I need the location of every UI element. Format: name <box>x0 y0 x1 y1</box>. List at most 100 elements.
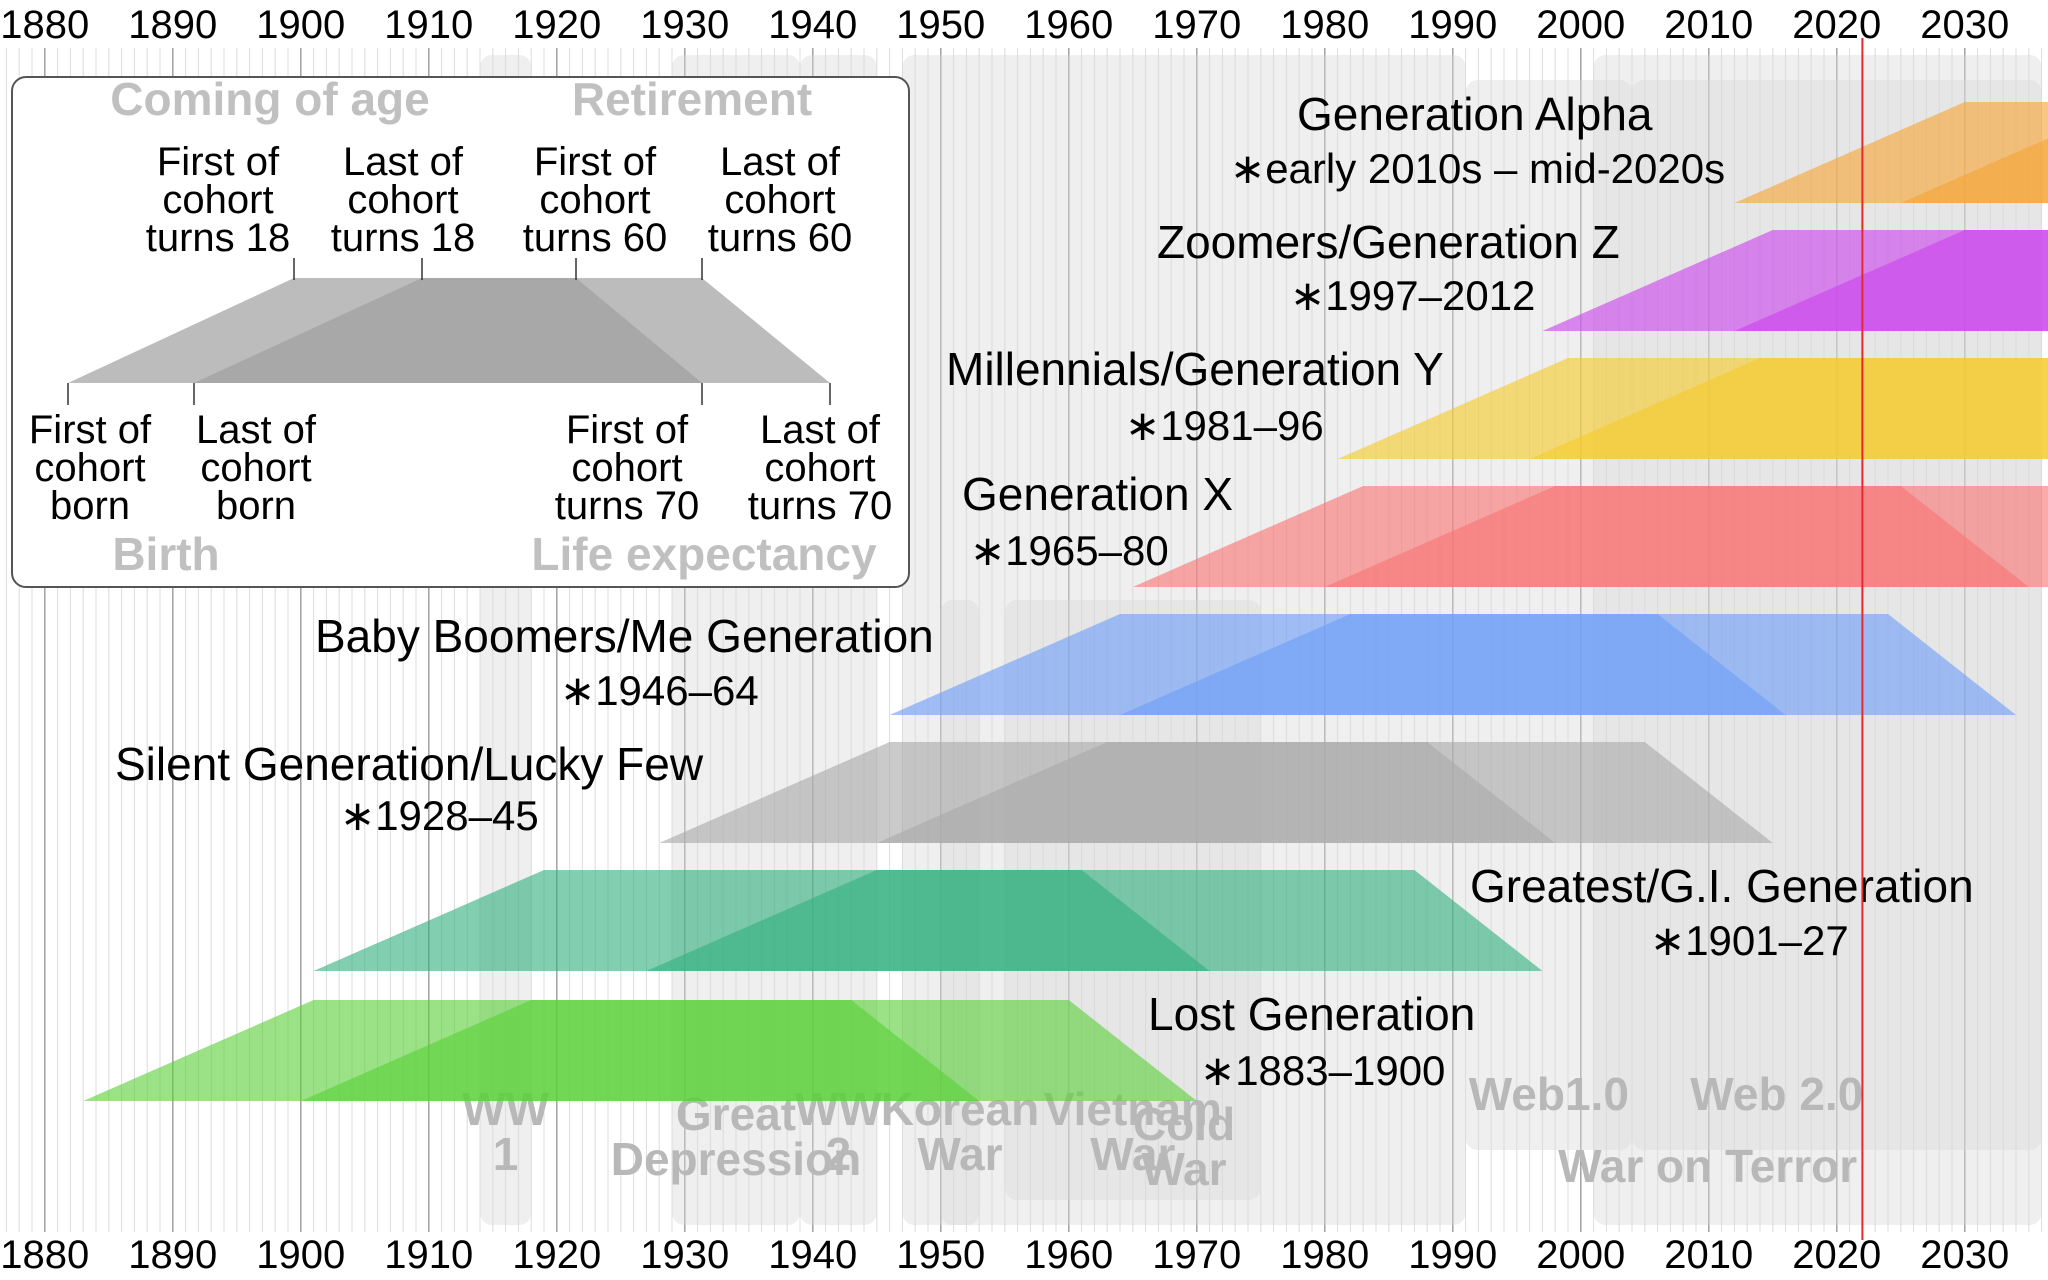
year-tick-label: 1940 <box>768 1233 857 1277</box>
generation-name-label: Generation X <box>962 468 1233 520</box>
cohort-last-born-shape <box>876 742 1773 843</box>
legend-bottom-label: turns 70 <box>555 484 700 528</box>
legend-bottom-label: cohort <box>571 446 682 490</box>
year-tick-label: 2020 <box>1792 1233 1881 1277</box>
year-tick-label: 1880 <box>0 3 89 47</box>
year-tick-label: 1890 <box>128 3 217 47</box>
generation-zoomers-generation-z: Zoomers/Generation Z∗1997–2012 <box>1157 216 2048 331</box>
generation-lost-generation: Lost Generation ∗1883–1900 <box>83 988 1475 1101</box>
legend-bottom-label: First of <box>29 408 152 452</box>
year-tick-label: 1950 <box>896 3 985 47</box>
event-war-on-terror-label: War on Terror <box>1558 1140 1857 1192</box>
generation-name-label: Lost Generation <box>1148 988 1475 1040</box>
year-tick-label: 1990 <box>1408 1233 1497 1277</box>
legend-top-label: First of <box>534 140 657 184</box>
year-tick-label: 2020 <box>1792 3 1881 47</box>
generation-dates-label: ∗1965–80 <box>970 527 1169 574</box>
legend-top-label: turns 18 <box>331 216 476 260</box>
generation-name-label: Silent Generation/Lucky Few <box>115 738 704 790</box>
legend-top-label: Last of <box>720 140 841 184</box>
generation-name-label: Baby Boomers/Me Generation <box>315 610 934 662</box>
legend-top-label: turns 60 <box>523 216 668 260</box>
legend-bottom-label: Last of <box>196 408 317 452</box>
legend-heading-birth: Birth <box>112 528 219 580</box>
generation-dates-label: ∗1997–2012 <box>1290 272 1535 319</box>
generation-silent-generation-lucky-few: Silent Generation/Lucky Few∗1928–45 <box>115 738 1773 843</box>
legend-heading-coming-of-age: Coming of age <box>110 73 429 125</box>
year-tick-label: 1960 <box>1024 1233 1113 1277</box>
year-tick-label: 1880 <box>0 1233 89 1277</box>
generation-greatest-g-i-generation: Greatest/G.I. Generation ∗1901–27 <box>313 860 1974 971</box>
year-tick-label: 2000 <box>1536 1233 1625 1277</box>
year-tick-label: 2000 <box>1536 3 1625 47</box>
generation-name-label: Greatest/G.I. Generation <box>1470 860 1974 912</box>
event-web-2-0-label: Web 2.0 <box>1690 1068 1863 1120</box>
cohort-last-born-shape <box>1120 614 2016 715</box>
legend-top-label: cohort <box>539 178 650 222</box>
event-korean-war-label: War <box>917 1128 1002 1180</box>
cohort-last-born-shape <box>1734 230 2048 331</box>
legend-bottom-label: born <box>216 484 296 528</box>
year-tick-label: 1980 <box>1280 3 1369 47</box>
legend-top-label: cohort <box>162 178 273 222</box>
year-tick-label: 2010 <box>1664 3 1753 47</box>
legend-box: Coming of age Retirement Birth Life expecta… <box>11 73 910 588</box>
legend-top-label: turns 60 <box>708 216 853 260</box>
legend-top-label: Last of <box>343 140 464 184</box>
year-tick-label: 1920 <box>512 3 601 47</box>
event-ww-2-label: 2 <box>826 1128 852 1180</box>
year-tick-label: 2010 <box>1664 1233 1753 1277</box>
top-year-axis: 1880 1890 1900 1910 1920 1930 1940 1950 1960 1970… <box>0 3 2009 47</box>
year-tick-label: 1890 <box>128 1233 217 1277</box>
legend-bottom-label: First of <box>566 408 689 452</box>
legend-bottom-label: turns 70 <box>748 484 893 528</box>
cohort-last-born-shape <box>300 1000 1197 1101</box>
legend-bottom-label: cohort <box>34 446 145 490</box>
event-cold-war-label: Cold <box>1133 1098 1235 1150</box>
legend-top-label: turns 18 <box>146 216 291 260</box>
legend-bottom-label: Last of <box>760 408 881 452</box>
cohort-last-born-shape <box>1324 486 2048 587</box>
year-tick-label: 1920 <box>512 1233 601 1277</box>
generation-millennials-generation-y: Millennials/Generation Y ∗1981–96 <box>946 343 2048 459</box>
generation-generation-alpha: Generation Alpha ∗early 2010s – mid-2020s <box>1230 88 2048 203</box>
generation-baby-boomers-me-generation: Baby Boomers/Me Generation ∗1946–64 <box>315 610 2016 715</box>
year-tick-label: 1950 <box>896 1233 985 1277</box>
cohort-last-born-shape <box>1529 358 2048 459</box>
generation-dates-label: ∗1901–27 <box>1650 917 1849 964</box>
generation-name-label: Generation Alpha <box>1297 88 1653 140</box>
year-tick-label: 1970 <box>1152 1233 1241 1277</box>
year-tick-label: 1940 <box>768 3 857 47</box>
event-ww-1-label: 1 <box>493 1128 519 1180</box>
legend-top-label: First of <box>157 140 280 184</box>
event-vietnam-war-label: War <box>1090 1128 1175 1180</box>
year-tick-label: 1930 <box>640 1233 729 1277</box>
year-tick-label: 1990 <box>1408 3 1497 47</box>
generation-bands: Lost Generation ∗1883–1900 Greatest/G.I. G… <box>83 88 2048 1101</box>
event-great-depression-label: Depression <box>611 1133 862 1185</box>
generation-dates-label: ∗1883–1900 <box>1200 1047 1445 1094</box>
cohort-last-born-shape <box>1900 138 2048 203</box>
legend-heading-life-expectancy: Life expectancy <box>531 528 877 580</box>
generation-dates-label: ∗1946–64 <box>560 667 759 714</box>
legend-bottom-label: cohort <box>200 446 311 490</box>
year-tick-label: 1900 <box>256 1233 345 1277</box>
generation-name-label: Zoomers/Generation Z <box>1157 216 1620 268</box>
legend-overlap-shape <box>194 278 702 383</box>
year-tick-label: 1960 <box>1024 3 1113 47</box>
legend-top-label: cohort <box>347 178 458 222</box>
year-tick-label: 1980 <box>1280 1233 1369 1277</box>
event-web-1-0-label: Web1.0 <box>1469 1068 1629 1120</box>
legend-bottom-label: born <box>50 484 130 528</box>
bottom-year-axis: 1880 1890 1900 1910 1920 1930 1940 1950 1960 1970… <box>0 1233 2009 1277</box>
year-tick-label: 2030 <box>1920 1233 2009 1277</box>
year-tick-label: 1930 <box>640 3 729 47</box>
generation-name-label: Millennials/Generation Y <box>946 343 1444 395</box>
generation-dates-label: ∗early 2010s – mid-2020s <box>1230 145 1725 192</box>
year-tick-label: 1910 <box>384 3 473 47</box>
generation-generation-x: Generation X ∗1965–80 <box>962 468 2048 587</box>
cohort-last-born-shape <box>646 870 1543 971</box>
generation-dates-label: ∗1928–45 <box>340 792 539 839</box>
event-cold-war-label: War <box>1141 1143 1226 1195</box>
